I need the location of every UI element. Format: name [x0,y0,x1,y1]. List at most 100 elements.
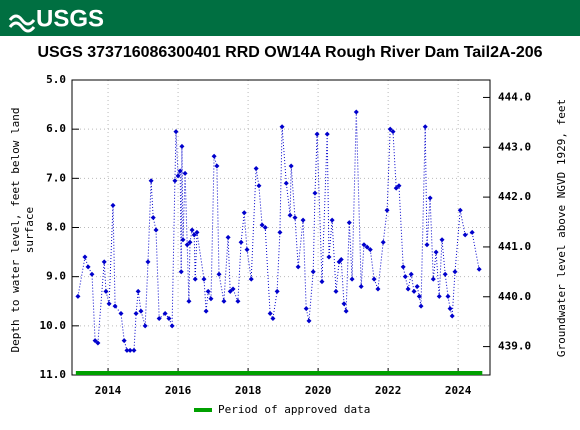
y2-tick-label: 440.0 [498,290,531,303]
data-point [424,242,430,248]
data-point [177,168,183,174]
data-point [310,269,316,275]
data-point [92,338,98,344]
data-point [75,293,81,299]
data-point [95,340,101,346]
data-point [267,311,273,317]
data-point [110,202,116,208]
data-point [387,126,393,132]
data-point [341,301,347,307]
data-point [131,347,137,353]
data-point [175,173,181,179]
data-point [238,239,244,245]
data-point [89,271,95,277]
data-point [364,244,370,250]
data-point [248,276,254,282]
data-point [469,229,475,235]
data-point [414,284,420,289]
data-point [353,109,359,115]
data-point [169,323,175,329]
data-point [156,315,162,321]
data-point [312,190,318,196]
y-tick-label: 6.0 [46,122,66,135]
data-point [101,259,107,265]
data-point [367,247,373,253]
data-point [253,166,259,171]
data-point [405,286,411,292]
data-point [211,153,217,159]
data-point [103,288,109,294]
y2-tick-label: 442.0 [498,190,531,203]
data-point [214,163,220,169]
x-tick-label: 2024 [445,384,472,397]
x-tick-label: 2014 [95,384,122,397]
data-point [162,311,168,317]
data-point [241,210,247,216]
data-point [439,237,445,243]
data-point [244,247,250,253]
data-point [194,229,200,235]
data-point [124,347,130,353]
data-point [138,308,144,314]
data-point [179,143,185,149]
data-point [314,131,320,137]
data-point [349,276,355,282]
data-point [338,256,344,262]
data-point [287,212,293,218]
data-point [418,303,424,309]
data-point [256,183,262,189]
data-point [235,298,241,304]
y-axis-label: surface [23,207,36,253]
data-point [148,178,154,184]
data-point [127,347,133,353]
data-point [203,308,209,314]
data-point [375,286,381,292]
data-point [430,276,436,282]
data-point [150,215,156,221]
y2-axis-label: Groundwater level above NGVD 1929, feet [555,99,568,357]
data-point [173,129,179,135]
y-axis-label: Depth to water level, feet below land [9,107,22,352]
data-point [230,286,236,292]
data-point [292,215,298,221]
data-point [187,239,193,245]
y2-tick-label: 441.0 [498,240,531,253]
data-point [433,249,439,255]
data-point [408,271,414,277]
data-point [180,237,186,243]
data-point [462,232,468,238]
data-point [457,207,463,213]
data-point [118,311,124,317]
data-point [82,254,88,260]
data-point [277,229,283,235]
data-point [221,298,227,304]
data-point [182,170,188,176]
data-point [343,308,349,314]
data-point [259,222,265,228]
data-point [227,288,233,294]
data-point [184,242,190,248]
data-point [142,323,148,329]
data-point [319,279,325,285]
y-tick-label: 8.0 [46,221,66,234]
y2-tick-label: 444.0 [498,90,531,103]
y2-tick-label: 439.0 [498,340,531,353]
data-point [270,315,276,321]
data-point [225,234,231,240]
data-point [121,338,127,344]
data-point [396,183,402,189]
data-point [279,124,285,130]
data-point [288,163,294,169]
data-point [380,239,386,245]
data-point [402,274,408,280]
data-point [329,217,335,223]
data-point [189,227,195,233]
data-point [384,207,390,213]
data-point [452,269,458,275]
data-point [186,298,192,304]
data-point [192,276,198,282]
data-point [106,301,112,307]
data-point [208,296,214,302]
x-tick-label: 2018 [235,384,262,397]
